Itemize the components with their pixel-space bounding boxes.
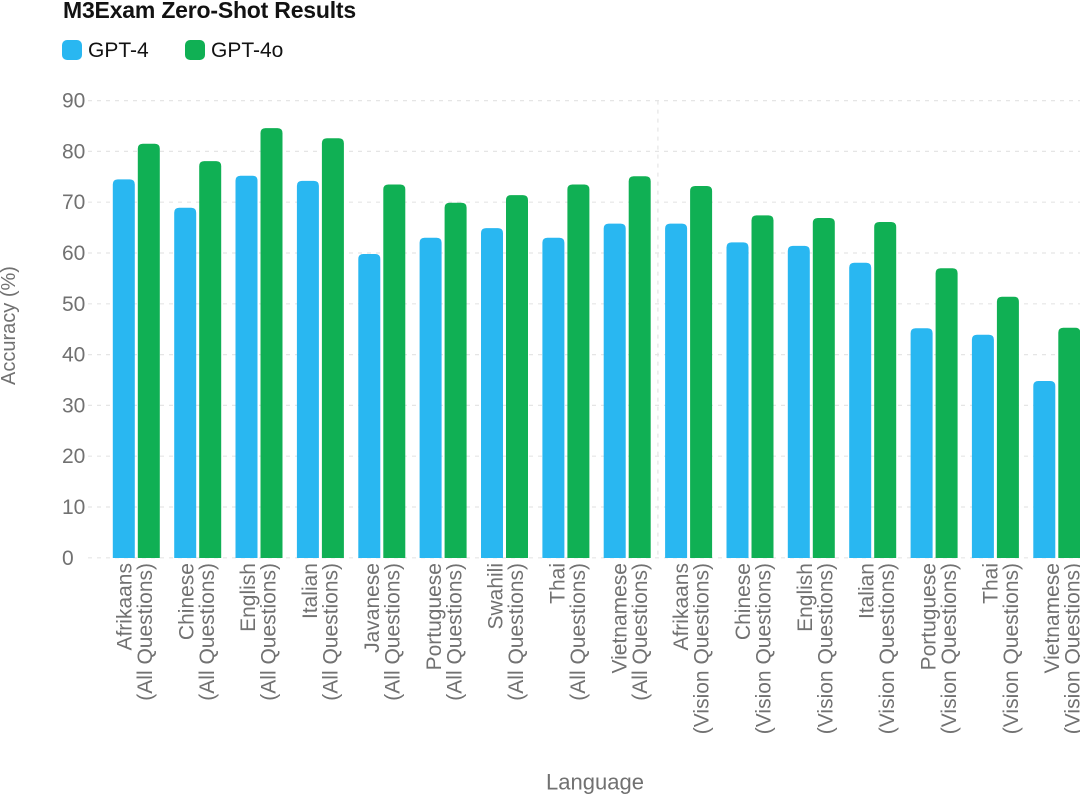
svg-text:Portuguese(All Questions): Portuguese(All Questions): [423, 563, 467, 701]
svg-text:50: 50: [62, 293, 85, 316]
svg-text:Thai(All Questions): Thai(All Questions): [547, 563, 591, 701]
svg-text:Vietnamese(Vision Questions): Vietnamese(Vision Questions): [1041, 563, 1080, 734]
svg-text:Chinese(All Questions): Chinese(All Questions): [175, 563, 219, 701]
svg-text:70: 70: [62, 191, 85, 214]
svg-text:Thai(Vision Questions): Thai(Vision Questions): [979, 563, 1023, 734]
svg-text:Portuguese(Vision Questions): Portuguese(Vision Questions): [918, 563, 962, 734]
svg-text:Italian(All Questions): Italian(All Questions): [299, 563, 343, 701]
svg-text:Vietnamese(All Questions): Vietnamese(All Questions): [608, 563, 652, 701]
svg-text:Swahili(All Questions): Swahili(All Questions): [485, 563, 528, 701]
svg-text:English(All Questions): English(All Questions): [237, 563, 281, 701]
svg-text:Chinese(Vision Questions): Chinese(Vision Questions): [732, 563, 776, 734]
svg-text:10: 10: [62, 496, 85, 519]
svg-text:30: 30: [62, 394, 85, 417]
svg-text:Javanese(All Questions): Javanese(All Questions): [361, 563, 405, 701]
svg-text:Afrikaans(Vision Questions): Afrikaans(Vision Questions): [670, 563, 714, 734]
svg-text:20: 20: [62, 445, 85, 468]
svg-text:0: 0: [62, 547, 74, 570]
svg-text:Accuracy (%): Accuracy (%): [0, 266, 20, 385]
svg-text:Italian(Vision Questions): Italian(Vision Questions): [856, 563, 900, 734]
svg-text:40: 40: [62, 344, 85, 367]
svg-text:English(Vision Questions): English(Vision Questions): [794, 563, 838, 734]
svg-text:90: 90: [62, 90, 85, 113]
svg-text:80: 80: [62, 140, 85, 163]
svg-text:60: 60: [62, 242, 85, 265]
svg-text:Afrikaans(All Questions): Afrikaans(All Questions): [114, 563, 158, 701]
svg-text:Language: Language: [546, 770, 644, 795]
